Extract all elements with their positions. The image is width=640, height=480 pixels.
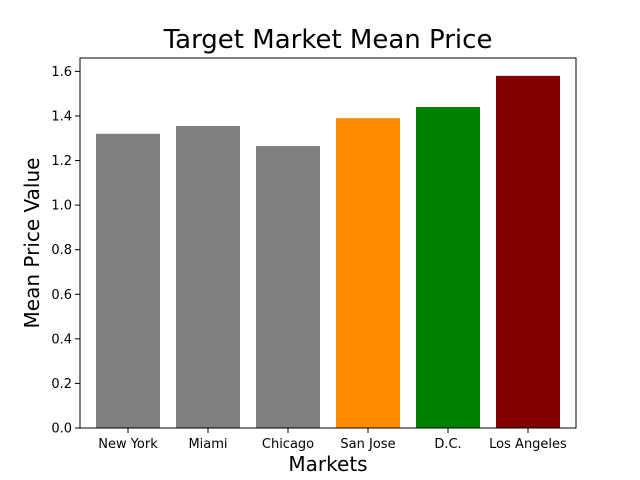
y-tick-label: 0.0	[51, 422, 72, 437]
x-tick-label: Los Angeles	[489, 437, 567, 452]
y-tick-label: 1.0	[51, 199, 72, 214]
x-tick-label: Chicago	[262, 437, 314, 452]
bar-san-jose	[336, 118, 400, 428]
bar-new-york	[96, 133, 160, 428]
y-tick-label: 0.4	[51, 332, 72, 347]
bar-miami	[176, 125, 240, 428]
y-axis-ticks: 0.0 0.2 0.4 0.6 0.8 1.0 1.2 1.4 1.6	[51, 65, 80, 437]
chart-title: Target Market Mean Price	[163, 25, 493, 55]
y-tick-label: 0.6	[51, 288, 72, 303]
y-tick-label: 1.6	[51, 65, 72, 80]
y-tick-label: 0.2	[51, 377, 72, 392]
x-axis-ticks: New York Miami Chicago San Jose D.C. Los Ange…	[98, 428, 567, 452]
bar-chicago	[256, 146, 320, 428]
y-tick-label: 1.4	[51, 109, 72, 124]
y-axis-label: Mean Price Value	[20, 158, 44, 329]
x-axis-label: Markets	[288, 452, 367, 476]
plot-area-frame	[79, 57, 577, 429]
x-tick-label: D.C.	[434, 437, 461, 452]
bar-los-angeles	[496, 75, 560, 428]
x-tick-label: San Jose	[340, 437, 395, 452]
bars-group	[96, 75, 560, 429]
y-tick-label: 1.2	[51, 154, 72, 169]
x-tick-label: New York	[98, 437, 158, 452]
y-tick-label: 0.8	[51, 243, 72, 258]
bar-d-c	[416, 107, 480, 429]
x-tick-label: Miami	[188, 437, 227, 452]
